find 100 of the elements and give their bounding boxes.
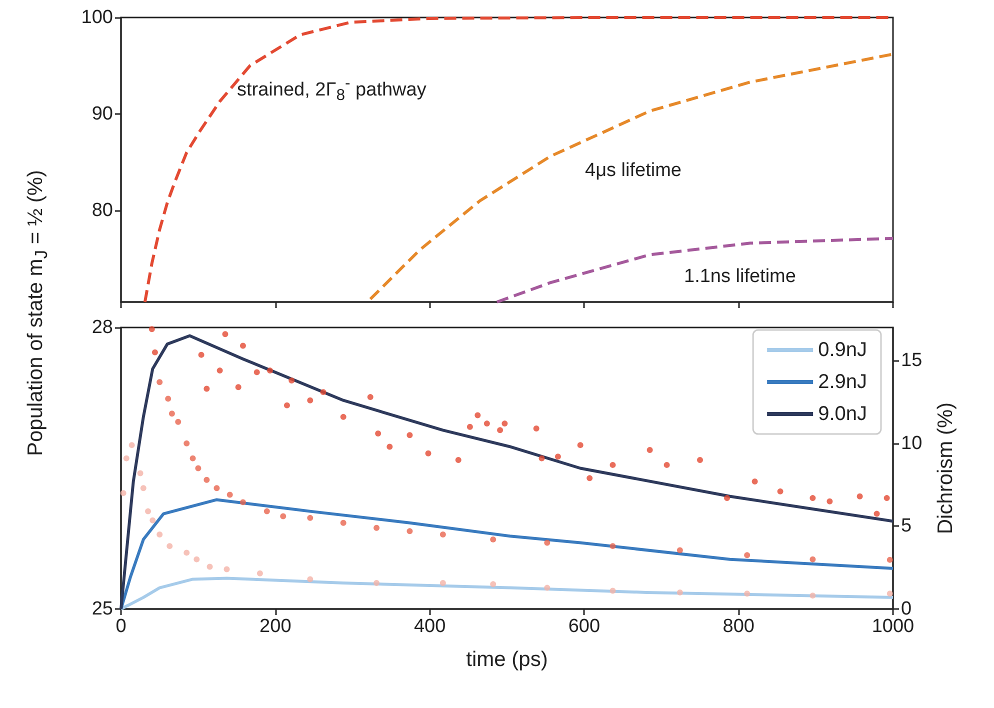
x-tick-label: 200 — [260, 616, 292, 637]
point — [610, 543, 616, 550]
point — [440, 580, 446, 586]
x-tick-label: 800 — [722, 616, 754, 637]
point — [214, 485, 220, 492]
legend-label: 2.9nJ — [818, 371, 868, 393]
point — [810, 495, 816, 502]
point — [148, 326, 155, 332]
point — [538, 455, 545, 462]
point — [184, 440, 190, 446]
point — [156, 531, 163, 538]
point — [206, 564, 213, 570]
point — [484, 420, 490, 427]
point — [386, 444, 393, 450]
point — [455, 456, 462, 463]
point — [140, 485, 146, 492]
point — [744, 552, 750, 558]
point — [194, 556, 200, 562]
annotation: strained, 2Γ$_{8}$$^{-}$ pathway — [237, 74, 426, 106]
point — [198, 352, 204, 358]
point — [222, 331, 228, 338]
point — [425, 450, 432, 456]
point — [610, 588, 616, 594]
point — [826, 498, 833, 504]
point — [175, 418, 182, 425]
line-series — [495, 236, 894, 304]
point — [406, 432, 413, 438]
point — [375, 430, 382, 436]
point — [204, 476, 210, 483]
point — [810, 592, 816, 599]
point — [165, 396, 172, 402]
point — [490, 581, 496, 588]
point — [374, 580, 380, 586]
point — [120, 490, 126, 496]
point — [204, 386, 210, 392]
point — [184, 550, 190, 556]
point — [288, 377, 295, 384]
point — [777, 488, 784, 494]
point — [554, 454, 561, 460]
point — [254, 369, 260, 376]
y2-tick-label: 15 — [901, 350, 922, 372]
point — [240, 499, 246, 506]
y-tick-label: 25 — [92, 598, 113, 620]
point — [256, 570, 263, 576]
point — [406, 528, 413, 534]
y-tick-label: 28 — [92, 317, 113, 338]
point — [610, 462, 616, 468]
point — [307, 514, 314, 521]
x-tick-label: 400 — [414, 616, 446, 637]
y-tick-label: 90 — [92, 103, 113, 124]
legend-label: 0.9nJ — [818, 339, 868, 361]
point — [676, 547, 683, 554]
y2-tick-label: 5 — [901, 516, 912, 537]
point — [577, 442, 584, 448]
point — [235, 384, 242, 390]
point — [123, 455, 130, 462]
point — [664, 462, 670, 468]
point — [267, 368, 273, 374]
point — [224, 566, 230, 572]
annotation: 1.1ns lifetime — [684, 266, 796, 288]
point — [216, 368, 223, 374]
point — [874, 510, 880, 517]
point — [884, 495, 890, 502]
point — [145, 508, 152, 514]
point — [307, 397, 314, 404]
y-tick-label: 100 — [81, 7, 113, 28]
point — [284, 402, 290, 408]
point — [340, 414, 346, 420]
point — [190, 455, 196, 462]
point — [320, 389, 326, 396]
point — [367, 394, 374, 400]
y2-axis-title: Dichroism (%) — [934, 402, 957, 534]
point — [264, 508, 270, 514]
point — [156, 379, 163, 386]
point — [168, 410, 175, 417]
point — [724, 495, 730, 502]
point — [128, 442, 135, 448]
point — [502, 420, 508, 427]
point — [810, 556, 816, 562]
point — [466, 424, 473, 430]
point — [240, 342, 246, 349]
point — [744, 590, 750, 597]
point — [137, 470, 144, 476]
y-tick-label: 80 — [92, 200, 113, 221]
point — [490, 536, 496, 542]
point — [676, 589, 683, 596]
point — [586, 475, 593, 482]
point — [152, 349, 158, 356]
point — [533, 426, 540, 432]
point — [544, 584, 550, 591]
point — [544, 540, 550, 546]
point — [226, 492, 233, 498]
point — [340, 520, 346, 526]
point — [195, 465, 202, 472]
x-axis-title: time (ps) — [466, 648, 548, 671]
point — [646, 447, 653, 454]
point — [886, 556, 893, 563]
point — [440, 531, 446, 538]
point — [856, 493, 863, 500]
legend-label: 9.0nJ — [818, 403, 868, 425]
